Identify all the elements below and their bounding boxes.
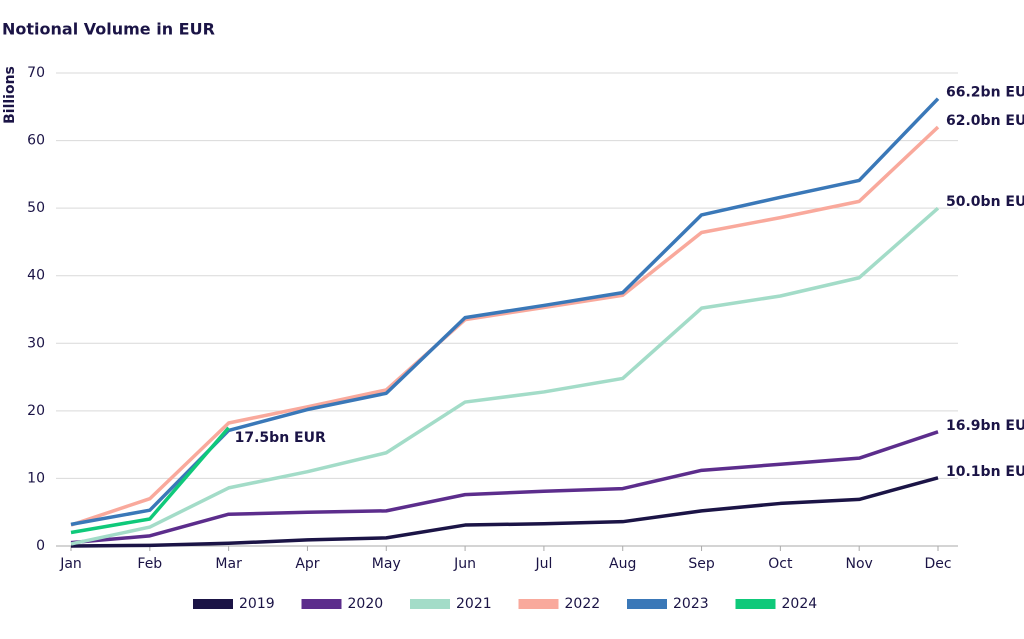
x-tick-label: Feb: [137, 556, 162, 572]
x-tick-label: Mar: [215, 556, 242, 572]
y-tick-label: 60: [27, 133, 45, 149]
legend-swatch: [410, 599, 450, 609]
y-tick-label: 30: [27, 335, 45, 351]
chart-title: Notional Volume in EUR: [2, 20, 215, 39]
legend-swatch: [627, 599, 667, 609]
legend-label: 2022: [565, 596, 601, 612]
x-tick-label: Aug: [609, 556, 636, 572]
legend-swatch: [301, 599, 342, 609]
x-tick-label: Jun: [453, 556, 476, 572]
y-tick-label: 0: [36, 538, 45, 554]
x-tick-label: May: [372, 556, 401, 572]
legend-swatch: [193, 599, 233, 609]
value-label: 62.0bn EUR: [946, 113, 1024, 129]
y-tick-label: 40: [27, 268, 45, 284]
x-tick-label: Apr: [295, 556, 319, 572]
legend-label: 2019: [239, 596, 275, 612]
x-tick-label: Nov: [846, 556, 873, 572]
value-label: 16.9bn EUR: [946, 418, 1024, 434]
series-line: [70, 426, 230, 535]
y-tick-label: 50: [27, 200, 45, 216]
x-tick-label: Dec: [924, 556, 951, 572]
x-tick-label: Jan: [59, 556, 82, 572]
value-label: 10.1bn EUR: [946, 464, 1024, 480]
value-label: 66.2bn EUR: [946, 85, 1024, 101]
legend-swatch: [518, 599, 559, 609]
x-tick-label: Jul: [534, 556, 552, 572]
legend-swatch: [735, 599, 776, 609]
y-tick-label: 10: [27, 470, 45, 486]
y-tick-label: 20: [27, 403, 45, 419]
legend-label: 2021: [456, 596, 492, 612]
legend-label: 2024: [782, 596, 818, 612]
x-tick-label: Oct: [768, 556, 793, 572]
legend-label: 2023: [673, 596, 709, 612]
series-line: [70, 430, 939, 545]
series-line: [70, 125, 940, 527]
value-label: 50.0bn EUR: [946, 194, 1024, 210]
y-tick-label: 70: [27, 65, 45, 81]
x-tick-label: Sep: [688, 556, 715, 572]
legend-label: 2020: [348, 596, 384, 612]
value-label: 17.5bn EUR: [235, 430, 326, 446]
series-line: [70, 206, 940, 546]
y-axis-label: Billions: [2, 66, 18, 124]
series-line: [70, 476, 939, 548]
